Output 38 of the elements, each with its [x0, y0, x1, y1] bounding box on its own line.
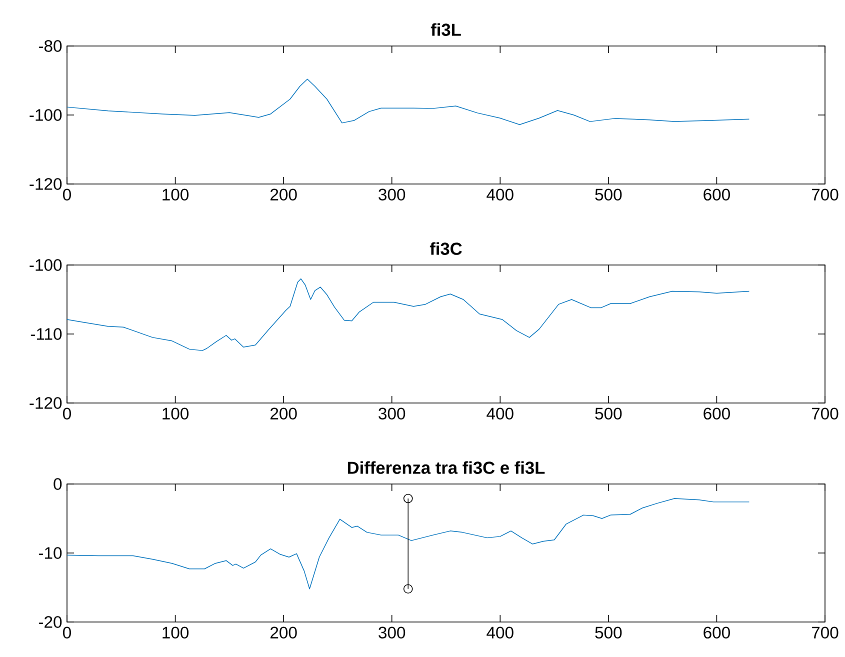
y-tick-label: -80	[38, 40, 62, 52]
x-tick-label: 700	[812, 408, 838, 420]
x-tick-label: 500	[595, 408, 622, 420]
x-tick-label: 600	[704, 626, 730, 639]
chart-title: fi3L	[430, 23, 461, 36]
x-tick-label: 0	[63, 626, 71, 639]
x-tick-label: 200	[270, 188, 297, 201]
x-tick-label: 600	[704, 188, 730, 201]
x-tick-label: 300	[378, 626, 406, 639]
y-tick-label: -20	[38, 616, 62, 628]
x-tick-label: 0	[63, 408, 71, 420]
x-tick-label: 700	[812, 188, 838, 201]
y-tick-label: -120	[30, 397, 62, 409]
x-tick-label: 600	[704, 408, 730, 420]
y-tick-label: 0	[54, 478, 62, 490]
x-tick-label: 500	[595, 626, 622, 639]
x-tick-label: 400	[486, 188, 514, 201]
x-tick-label: 400	[486, 408, 514, 420]
x-tick-label: 200	[270, 626, 297, 639]
x-tick-label: 400	[486, 626, 514, 639]
x-tick-label: 100	[162, 188, 189, 201]
line-series	[66, 498, 750, 590]
x-tick-label: 0	[63, 188, 71, 201]
y-tick-label: -100	[30, 109, 62, 121]
x-tick-label: 500	[595, 188, 622, 201]
y-tick-label: -120	[30, 178, 62, 190]
y-tick-label: -110	[30, 328, 62, 340]
y-tick-label: -100	[30, 259, 62, 271]
x-tick-label: 200	[270, 408, 297, 420]
chart-title: Differenza tra fi3C e fi3L	[348, 461, 545, 474]
x-tick-label: 300	[378, 408, 406, 420]
chart-title: fi3C	[430, 242, 462, 255]
x-tick-label: 100	[162, 626, 189, 639]
x-tick-label: 700	[812, 626, 838, 639]
x-tick-label: 100	[162, 408, 189, 420]
line-series	[66, 78, 750, 126]
x-tick-label: 300	[378, 188, 406, 201]
y-tick-label: -10	[38, 547, 62, 559]
